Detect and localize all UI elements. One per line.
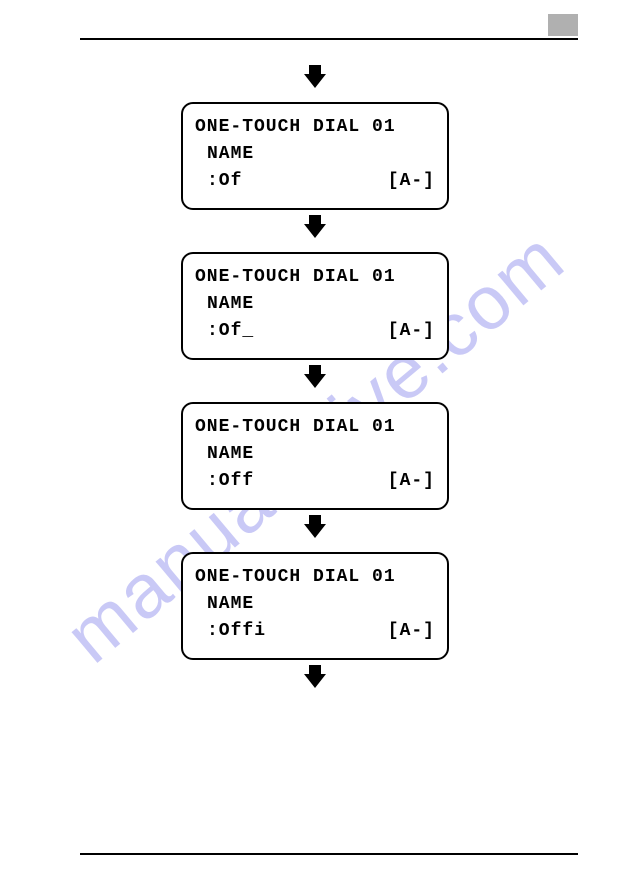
lcd-screen-1: ONE-TOUCH DIAL 01 NAME :Of [A-] [181,102,449,210]
lcd-mode: [A-] [388,168,435,195]
arrow-down-icon [304,674,326,688]
lcd-value: :Of [207,168,242,195]
top-divider [80,38,578,40]
lcd-mode: [A-] [388,318,435,345]
lcd-screen-4: ONE-TOUCH DIAL 01 NAME :Offi [A-] [181,552,449,660]
lcd-label: NAME [195,441,435,468]
lcd-label: NAME [195,291,435,318]
bottom-divider [80,853,578,855]
lcd-value: :Of_ [207,318,254,345]
lcd-value: :Offi [207,618,266,645]
lcd-value-row: :Of_ [A-] [195,318,435,345]
lcd-title: ONE-TOUCH DIAL 01 [195,114,435,141]
arrow-down-icon [304,74,326,88]
lcd-screen-3: ONE-TOUCH DIAL 01 NAME :Off [A-] [181,402,449,510]
lcd-value: :Off [207,468,254,495]
lcd-value-row: :Off [A-] [195,468,435,495]
page-tab-decoration [548,14,578,36]
arrow-down-icon [304,524,326,538]
lcd-label: NAME [195,591,435,618]
flowchart-container: ONE-TOUCH DIAL 01 NAME :Of [A-] ONE-TOUC… [0,60,630,702]
lcd-label: NAME [195,141,435,168]
lcd-value-row: :Of [A-] [195,168,435,195]
lcd-title: ONE-TOUCH DIAL 01 [195,414,435,441]
lcd-title: ONE-TOUCH DIAL 01 [195,264,435,291]
lcd-mode: [A-] [388,618,435,645]
arrow-down-icon [304,374,326,388]
lcd-title: ONE-TOUCH DIAL 01 [195,564,435,591]
lcd-screen-2: ONE-TOUCH DIAL 01 NAME :Of_ [A-] [181,252,449,360]
lcd-mode: [A-] [388,468,435,495]
arrow-down-icon [304,224,326,238]
lcd-value-row: :Offi [A-] [195,618,435,645]
